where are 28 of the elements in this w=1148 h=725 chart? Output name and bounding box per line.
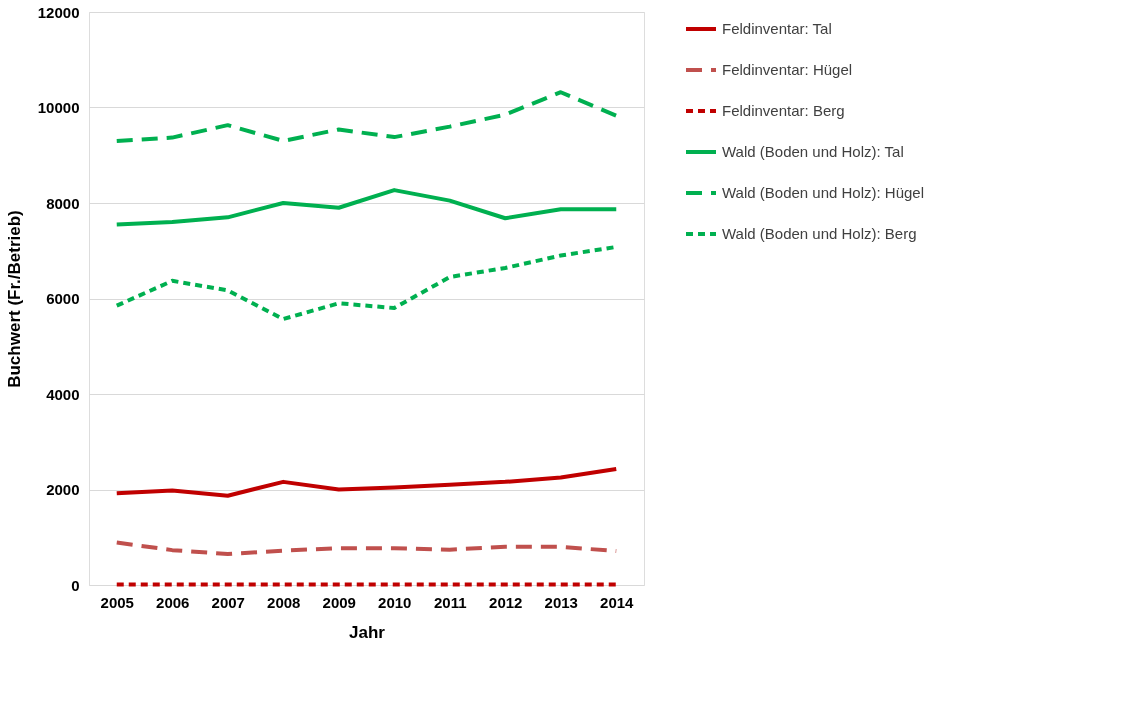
x-tick-label: 2005 bbox=[100, 593, 134, 611]
x-tick-label: 2010 bbox=[378, 593, 412, 611]
legend-label: Feldinventar: Hügel bbox=[722, 61, 853, 78]
x-tick-label: 2009 bbox=[322, 593, 356, 611]
y-tick-label: 12000 bbox=[37, 3, 80, 21]
x-tick-label: 2006 bbox=[156, 593, 190, 611]
legend-label: Wald (Boden und Holz): Berg bbox=[722, 225, 917, 242]
legend-label: Feldinventar: Berg bbox=[722, 102, 845, 119]
x-tick-label: 2011 bbox=[433, 593, 467, 611]
legend-label: Wald (Boden und Holz): Hügel bbox=[722, 184, 925, 201]
x-tick-label: 2007 bbox=[211, 593, 245, 611]
x-tick-label: 2012 bbox=[489, 593, 523, 611]
y-tick-label: 4000 bbox=[46, 385, 80, 403]
y-tick-label: 2000 bbox=[46, 481, 80, 498]
y-axis-title: Buchwert (Fr./Betrieb) bbox=[4, 210, 24, 388]
line-series bbox=[114, 188, 619, 227]
legend-label: Feldinventar: Tal bbox=[722, 20, 832, 37]
y-tick-label: 0 bbox=[71, 576, 80, 594]
x-tick-label: 2008 bbox=[267, 593, 301, 611]
y-tick-label: 8000 bbox=[46, 194, 80, 212]
line-series bbox=[114, 466, 619, 498]
x-tick-label: 2013 bbox=[544, 593, 578, 611]
y-tick-label: 6000 bbox=[46, 290, 80, 307]
x-tick-label: 2014 bbox=[600, 593, 635, 611]
line-series bbox=[114, 90, 619, 143]
y-tick-label: 10000 bbox=[37, 99, 80, 116]
legend-label: Wald (Boden und Holz): Tal bbox=[722, 143, 904, 160]
x-axis-title: Jahr bbox=[349, 622, 386, 642]
